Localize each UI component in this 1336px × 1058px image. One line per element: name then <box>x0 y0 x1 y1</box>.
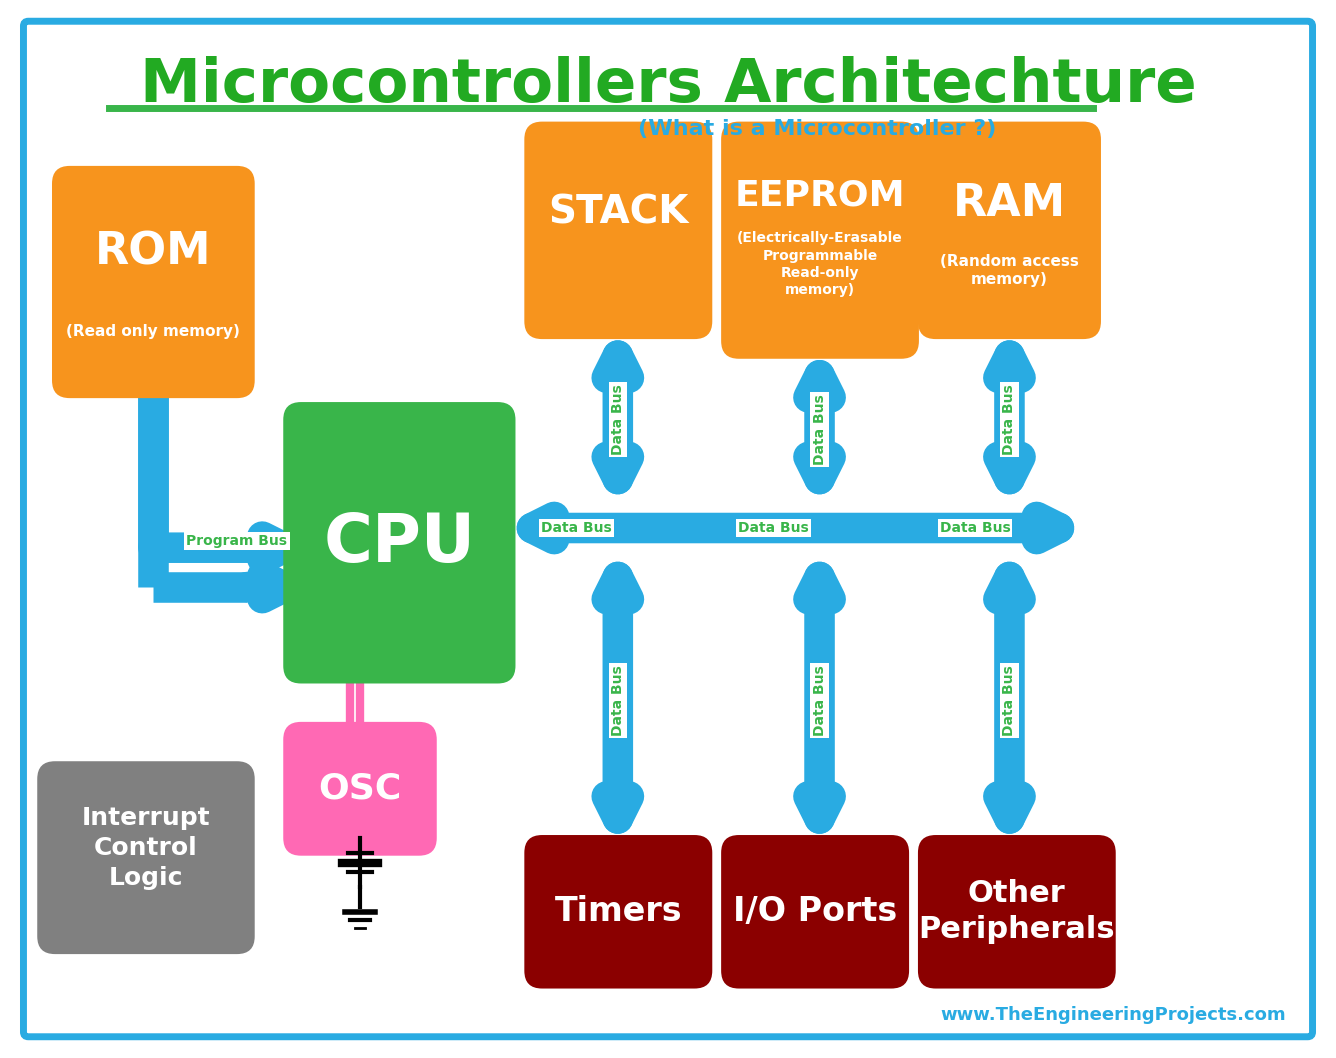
Text: EEPROM: EEPROM <box>735 179 906 213</box>
Text: (What is a Microcontroller ?): (What is a Microcontroller ?) <box>639 120 997 140</box>
Text: OSC: OSC <box>318 771 402 806</box>
Text: Timers: Timers <box>554 895 683 928</box>
Text: ROM: ROM <box>95 231 211 274</box>
Text: I/O Ports: I/O Ports <box>733 895 898 928</box>
FancyBboxPatch shape <box>918 835 1116 988</box>
Text: Data Bus: Data Bus <box>939 521 1010 535</box>
Text: Data Bus: Data Bus <box>541 521 612 535</box>
FancyBboxPatch shape <box>721 122 919 359</box>
Text: Program Bus: Program Bus <box>187 533 287 548</box>
Text: (Random access
memory): (Random access memory) <box>941 254 1079 287</box>
Text: Interrupt
Control
Logic: Interrupt Control Logic <box>81 806 210 890</box>
Text: Data Bus: Data Bus <box>737 521 808 535</box>
Text: Data Bus: Data Bus <box>611 664 625 735</box>
Text: RAM: RAM <box>953 182 1066 224</box>
FancyBboxPatch shape <box>524 835 712 988</box>
FancyBboxPatch shape <box>283 722 437 856</box>
Text: Data Bus: Data Bus <box>611 384 625 455</box>
FancyBboxPatch shape <box>283 402 516 683</box>
Text: (Read only memory): (Read only memory) <box>67 324 240 339</box>
Text: www.TheEngineeringProjects.com: www.TheEngineeringProjects.com <box>941 1006 1285 1024</box>
Text: (Electrically-Erasable
Programmable
Read-only
memory): (Electrically-Erasable Programmable Read… <box>737 232 903 297</box>
Text: Microcontrollers Architechture: Microcontrollers Architechture <box>140 56 1196 114</box>
FancyBboxPatch shape <box>37 761 255 954</box>
Text: CPU: CPU <box>323 510 476 576</box>
FancyBboxPatch shape <box>721 835 908 988</box>
FancyBboxPatch shape <box>24 21 1312 1037</box>
FancyBboxPatch shape <box>524 122 712 339</box>
FancyBboxPatch shape <box>918 122 1101 339</box>
FancyBboxPatch shape <box>52 166 255 398</box>
Text: Data Bus: Data Bus <box>1002 384 1017 455</box>
Text: Data Bus: Data Bus <box>812 664 827 735</box>
Text: Data Bus: Data Bus <box>1002 664 1017 735</box>
Text: Other
Peripherals: Other Peripherals <box>919 879 1116 944</box>
Text: STACK: STACK <box>548 194 688 231</box>
Text: Data Bus: Data Bus <box>812 395 827 464</box>
